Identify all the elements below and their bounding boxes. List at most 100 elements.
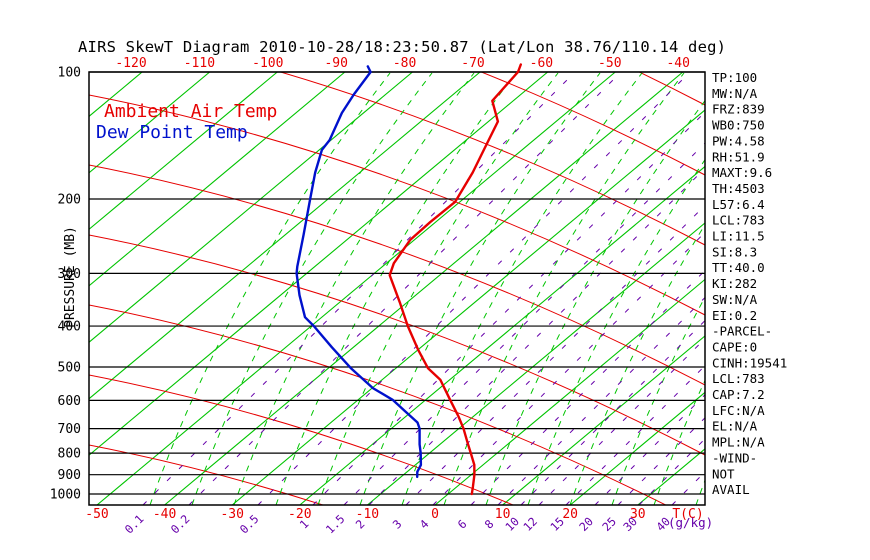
stat-item: LCL:783: [712, 371, 765, 386]
temp-axis-bottom-tick: -30: [220, 507, 243, 522]
pressure-axis-tick: 100: [58, 66, 81, 81]
stat-item: SI:8.3: [712, 244, 757, 259]
isotherm-line: [569, 391, 705, 505]
pressure-axis-tick: 600: [58, 394, 81, 409]
moist-adiabat-line: [191, 72, 433, 505]
moist-adiabat-line: [611, 296, 705, 505]
stat-item: TT:40.0: [712, 260, 765, 275]
pressure-axis-tick: 700: [58, 422, 81, 437]
moist-adiabat-line: [401, 72, 643, 505]
isotherm-line: [89, 72, 278, 231]
temp-axis-bottom-tick: -20: [288, 507, 311, 522]
temp-axis-bottom-tick: 20: [562, 507, 578, 522]
dry-adiabat-line: [89, 234, 705, 456]
moist-adiabat-line: [653, 379, 705, 505]
pressure-axis-tick: 400: [58, 320, 81, 335]
temp-axis-bottom-tick: -40: [153, 507, 176, 522]
axis-box: [88, 71, 706, 506]
stat-item: KI:282: [712, 276, 757, 291]
legend-dewpoint-label: Dew Point Temp: [96, 122, 248, 143]
temp-axis-top-tick: -100: [252, 56, 283, 71]
profile-curves: [295, 63, 522, 496]
moist-adiabat-line: [233, 72, 475, 505]
stat-item: RH:51.9: [712, 149, 765, 164]
pressure-axis-tick: 800: [58, 447, 81, 462]
temp-axis-top-tick: -50: [598, 56, 621, 71]
temp-axis-unit-label: T(C): [672, 507, 703, 522]
temp-axis-top-tick: -60: [530, 56, 553, 71]
temp-axis-top-tick: -40: [666, 56, 689, 71]
moist-adiabat-line: [569, 223, 705, 505]
stat-item: CAPE:0: [712, 339, 757, 354]
pressure-axis-tick: 300: [58, 267, 81, 282]
stat-item: EL:N/A: [712, 419, 758, 434]
stat-item: FRZ:839: [712, 102, 765, 117]
temp-axis-top-tick: -90: [324, 56, 347, 71]
temp-axis-bottom-tick: -50: [85, 507, 108, 522]
moist-adiabat-line: [275, 72, 517, 505]
stat-item: EI:0.2: [712, 308, 757, 323]
stat-item: SW:N/A: [712, 292, 758, 307]
temp-axis-bottom-tick: 30: [630, 507, 646, 522]
isotherm-line: [367, 222, 705, 505]
stat-item: MAXT:9.6: [712, 165, 772, 180]
stat-item: NOT: [712, 466, 735, 481]
isotherm-line: [231, 109, 705, 505]
stat-item: -PARCEL-: [712, 324, 772, 339]
stat-item: MPL:N/A: [712, 435, 765, 450]
isotherm-line: [89, 72, 211, 174]
stats-panel: TP:100MW:N/AFRZ:839WB0:750PW:4.58RH:51.9…: [712, 70, 787, 497]
pressure-axis-tick: 900: [58, 468, 81, 483]
moist-adiabat-line: [485, 99, 705, 505]
stat-item: PW:4.58: [712, 133, 765, 148]
stat-item: L57:6.4: [712, 197, 765, 212]
dry-adiabat-line: [89, 374, 515, 505]
isotherm-line: [96, 72, 616, 505]
temp-axis-bottom-tick: -10: [356, 507, 379, 522]
moist-adiabat-line: [149, 72, 391, 505]
temp-axis-top-tick: -70: [461, 56, 484, 71]
dry-adiabat-line: [278, 72, 705, 246]
stat-item: LFC:N/A: [712, 403, 765, 418]
moist-adiabat-line: [527, 158, 705, 505]
dry-adiabat-line: [479, 72, 705, 176]
dew-point-curve: [295, 65, 423, 479]
stat-item: TH:4503: [712, 181, 765, 196]
temp-axis-top-tick: -80: [393, 56, 416, 71]
moist-adiabat-line: [359, 72, 601, 505]
stat-item: WB0:750: [712, 118, 765, 133]
dry-adiabat-line: [89, 444, 325, 505]
temp-axis-top-tick: -110: [184, 56, 215, 71]
isotherm-line: [164, 72, 684, 505]
dry-adiabat-line: [89, 304, 667, 505]
isotherm-line: [89, 72, 481, 400]
stat-item: LI:11.5: [712, 229, 765, 244]
ambient-air-temp-curve: [388, 63, 522, 496]
legend-ambient-label: Ambient Air Temp: [104, 101, 277, 122]
moist-adiabat-line: [317, 72, 559, 505]
isotherm-line: [89, 72, 346, 287]
pressure-axis-tick: 200: [58, 193, 81, 208]
temp-axis-bottom-tick: 0: [431, 507, 439, 522]
stat-item: MW:N/A: [712, 86, 758, 101]
chart-title: AIRS SkewT Diagram 2010-10-28/18:23:50.8…: [78, 38, 726, 56]
stat-item: LCL:783: [712, 213, 765, 228]
stat-item: CAP:7.2: [712, 387, 765, 402]
stat-item: CINH:19541: [712, 355, 787, 370]
mixing-ratio-unit-label: (g/kg): [668, 515, 713, 530]
isotherm-line: [299, 165, 705, 505]
isotherm-line: [502, 335, 705, 505]
temp-axis-bottom-tick: 10: [495, 507, 511, 522]
stat-item: AVAIL: [712, 482, 750, 497]
stat-item: -WIND-: [712, 450, 757, 465]
stat-item: TP:100: [712, 70, 757, 85]
temp-axis-top-tick: -120: [115, 56, 146, 71]
isotherm-line: [434, 278, 705, 505]
pressure-axis-tick: 500: [58, 361, 81, 376]
pressure-axis-tick: 1000: [50, 488, 81, 503]
pressure-axis-label: PRESSURE (MB): [63, 226, 78, 328]
